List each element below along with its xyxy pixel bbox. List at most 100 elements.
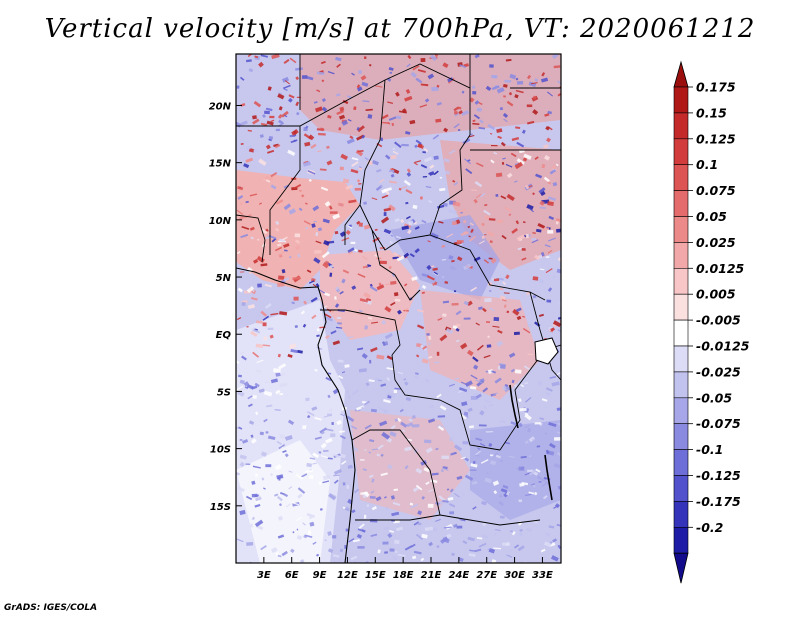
field-speckle [382,121,390,124]
field-speckle [369,359,372,364]
field-speckle [415,139,422,145]
field-speckle [514,369,522,374]
colorbar-label: 0.1 [696,157,718,172]
field-speckle [245,157,254,163]
field-speckle [327,457,333,460]
field-speckle [483,405,487,410]
field-speckle [381,114,389,120]
field-speckle [333,479,339,484]
field-speckle [521,257,527,261]
field-speckle [303,220,311,225]
field-speckle [391,122,395,126]
field-speckle [295,101,300,107]
field-speckle [276,440,282,445]
field-speckle [421,273,430,278]
field-speckle [404,308,409,312]
field-speckle [237,390,245,397]
field-speckle [484,477,492,484]
field-speckle [539,417,545,421]
field-speckle [460,243,463,246]
field-speckle [390,495,395,500]
field-speckle [371,197,378,201]
field-speckle [515,77,519,81]
field-speckle [417,143,425,150]
lon-tick-label: 21E [421,570,442,581]
field-speckle [421,495,425,500]
field-speckle [239,454,247,460]
field-speckle [301,75,308,79]
field-speckle [403,179,411,187]
field-speckle [295,473,304,480]
field-speckle [526,120,535,125]
field-speckle [448,383,455,387]
field-speckle [470,463,478,468]
field-speckle [253,258,259,264]
field-speckle [289,256,292,259]
field-speckle [289,343,297,350]
field-speckle [389,71,393,74]
field-speckle [457,256,463,262]
colorbar-swatch [673,526,689,554]
field-speckle [535,173,543,179]
field-speckle [330,330,337,335]
field-speckle [504,441,511,445]
field-speckle [394,141,402,148]
field-speckle [496,128,503,133]
field-speckle [433,170,439,176]
field-speckle [390,173,395,178]
field-speckle [425,481,430,485]
field-speckle [528,81,537,88]
field-speckle [344,506,351,512]
field-speckle [486,321,491,323]
field-speckle [398,110,407,114]
field-speckle [462,540,468,545]
field-speckle [502,157,506,160]
field-speckle [395,235,402,239]
field-speckle [448,255,454,260]
field-speckle [334,296,337,300]
colorbar-label: 0.005 [696,287,736,302]
field-speckle [555,163,559,167]
field-speckle [400,421,408,428]
field-speckle [556,407,561,411]
field-speckle [237,287,244,293]
field-speckle [420,83,429,87]
field-speckle [375,168,382,173]
field-speckle [347,118,352,122]
field-speckle [401,143,409,147]
field-speckle [260,310,268,317]
field-speckle [469,222,474,226]
field-speckle [475,437,483,442]
field-speckle [248,68,254,73]
field-speckle [262,344,271,347]
field-speckle [279,311,288,316]
field-speckle [478,101,483,106]
field-speckle [459,64,467,69]
field-speckle [339,430,345,433]
field-speckle [485,85,492,92]
field-speckle [271,54,280,60]
field-speckle [256,524,264,531]
colorbar-label: 0.125 [696,131,736,146]
field-speckle [247,129,252,132]
field-speckle [367,114,373,119]
field-speckle [406,168,411,173]
field-speckle [309,521,315,527]
field-speckle [242,439,249,444]
field-speckle [463,263,472,271]
field-speckle [240,142,244,145]
field-speckle [351,157,359,161]
field-speckle [378,282,382,286]
field-speckle [236,486,245,493]
field-speckle [250,297,258,301]
field-speckle [346,415,355,423]
field-speckle [453,444,463,452]
field-speckle [299,559,305,563]
field-speckle [405,131,411,135]
field-speckle [513,331,520,336]
field-speckle [465,168,473,175]
field-speckle [524,440,529,445]
field-speckle [468,235,471,238]
field-speckle [504,206,512,212]
field-speckle [470,374,478,380]
